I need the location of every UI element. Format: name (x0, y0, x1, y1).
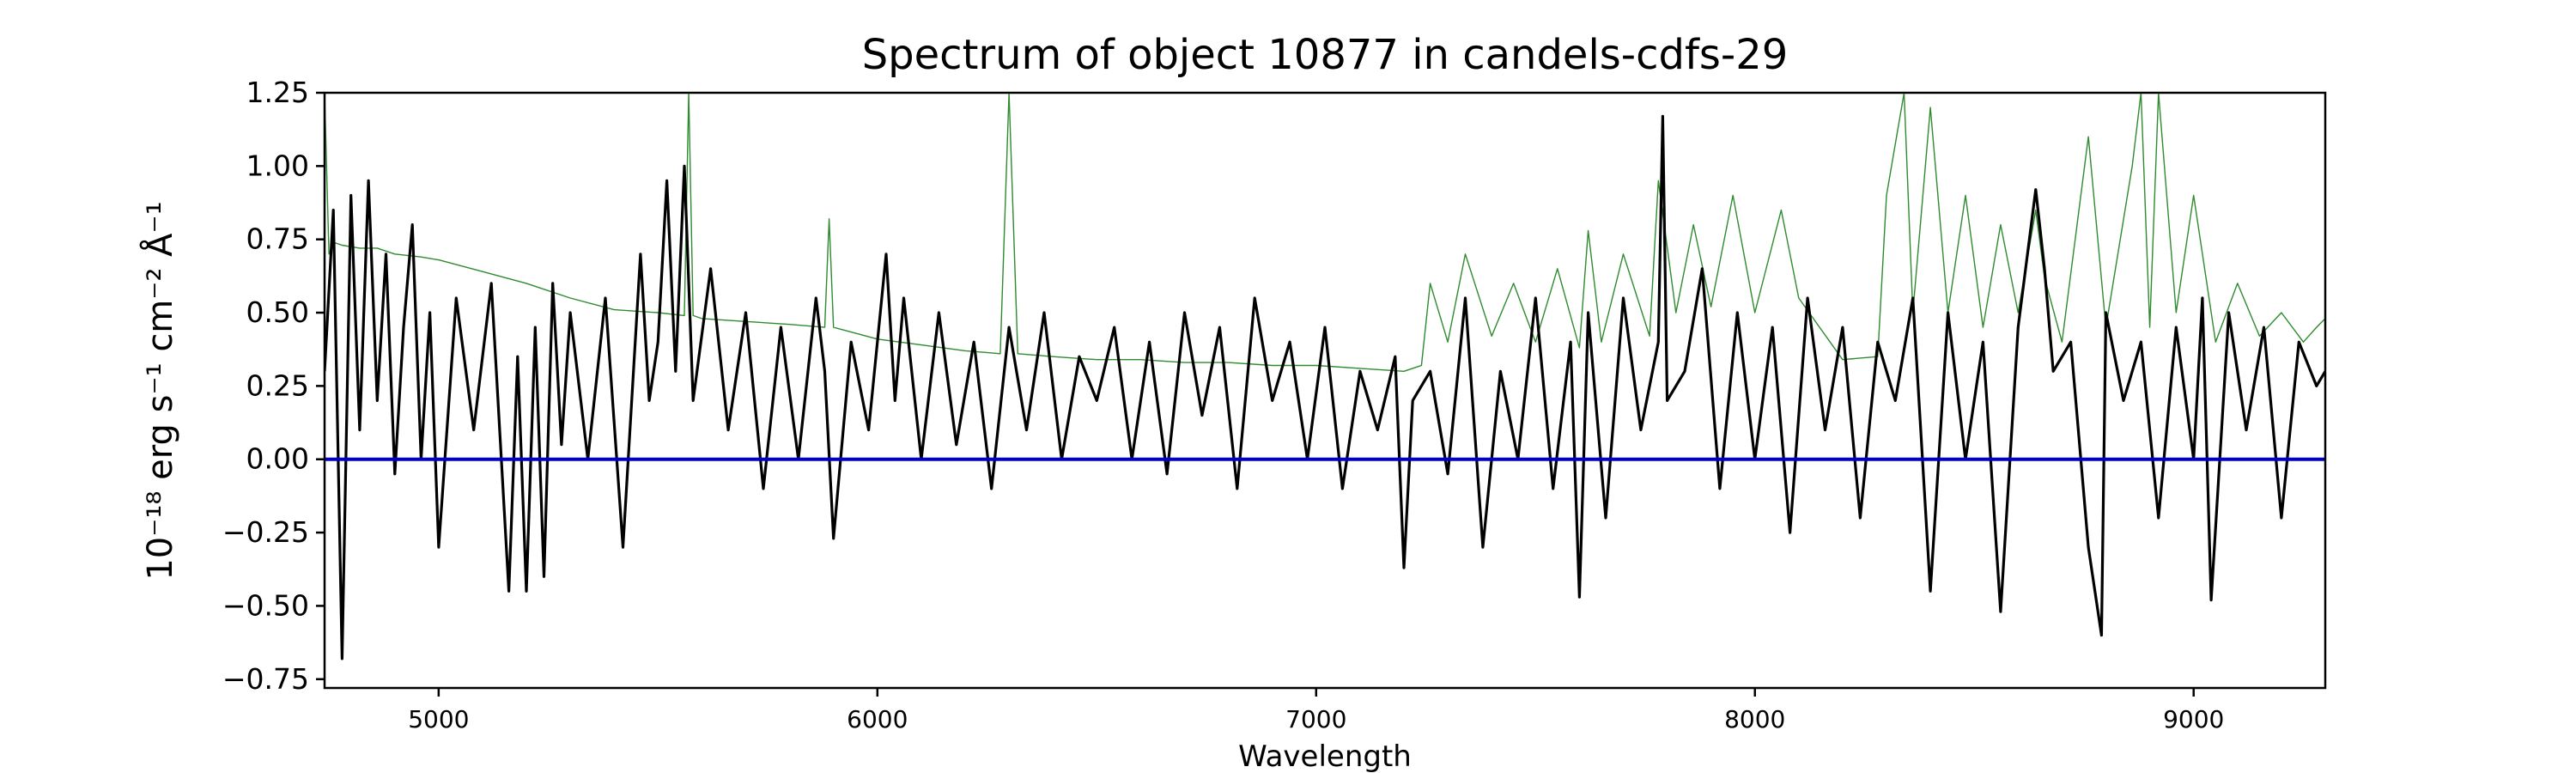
y-tick-label: −0.75 (222, 662, 309, 696)
y-tick-label: 0.00 (246, 442, 309, 476)
x-tick-label: 9000 (2163, 705, 2224, 733)
plot-area-frame (323, 91, 2327, 690)
series-flux-line (325, 114, 2325, 660)
y-tick-label: −0.50 (222, 588, 309, 622)
x-tick-label: 5000 (408, 705, 469, 733)
x-tick-label: 8000 (1724, 705, 1785, 733)
y-tick-label: 1.25 (246, 76, 309, 109)
y-tick-label: 1.00 (246, 149, 309, 182)
y-tick-label: 0.50 (246, 295, 309, 329)
x-tick-label: 6000 (847, 705, 908, 733)
y-axis-label: 10⁻¹⁸ erg s⁻¹ cm⁻² Å⁻¹ (139, 201, 180, 580)
chart-title: Spectrum of object 10877 in candels-cdfs… (862, 31, 1789, 79)
x-axis-label: Wavelength (1238, 740, 1412, 773)
y-tick-label: 0.25 (246, 368, 309, 402)
y-tick-label: 0.75 (246, 222, 309, 256)
y-tick-label: −0.25 (222, 515, 309, 549)
series-model-line (325, 93, 2325, 372)
x-tick-label: 7000 (1285, 705, 1346, 733)
